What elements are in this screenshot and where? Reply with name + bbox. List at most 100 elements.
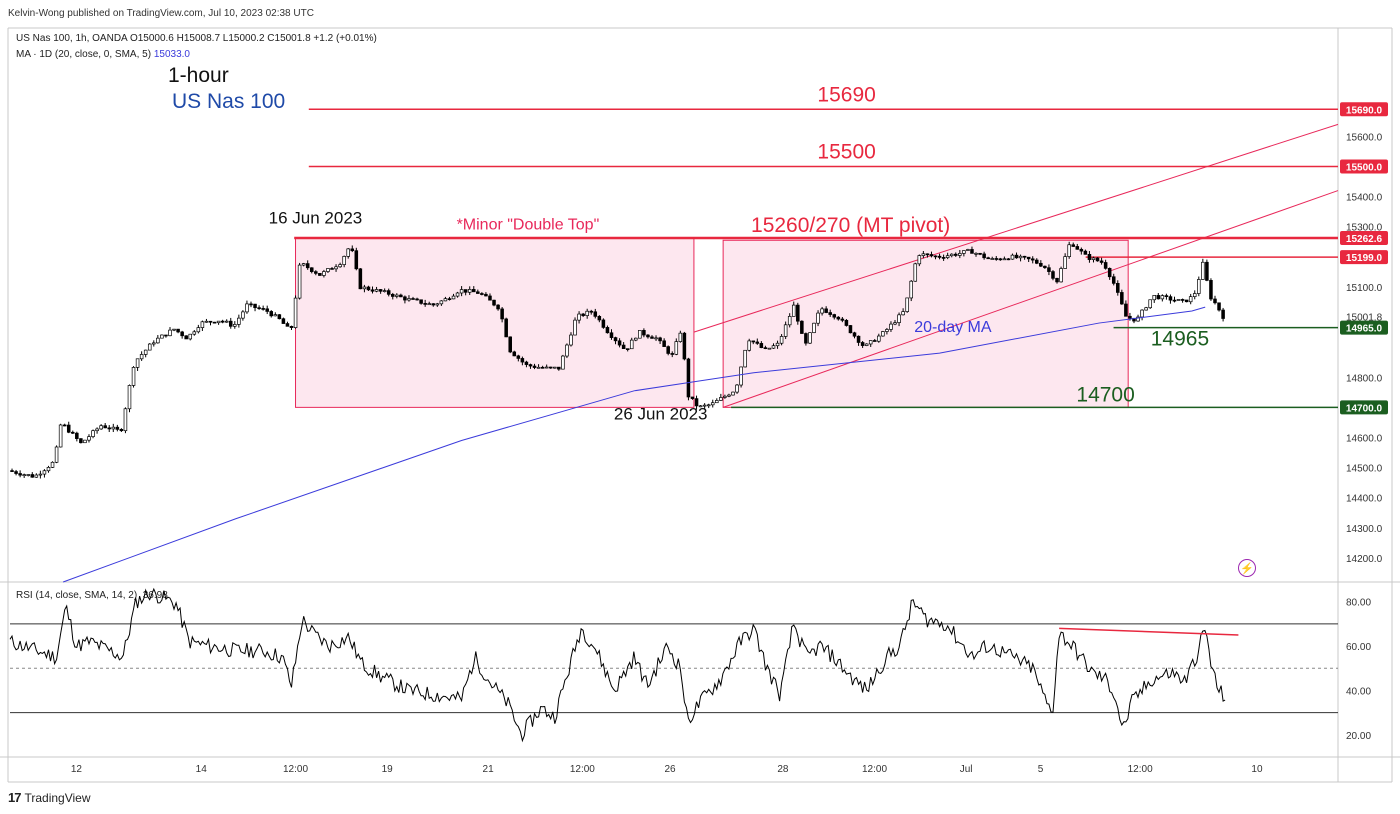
candle-body [836, 316, 841, 320]
candle-body [131, 367, 136, 386]
candle-body [532, 365, 537, 368]
candle-body [1120, 292, 1124, 305]
time-tick-label: 12:00 [570, 764, 595, 775]
candle-body [962, 250, 966, 254]
candle-body [447, 298, 452, 301]
candle-body [990, 258, 994, 260]
candle-body [192, 331, 197, 335]
candle-body [399, 294, 403, 298]
rsi-tick-label: 80.00 [1346, 598, 1371, 609]
candle-body [994, 258, 999, 260]
price-tag-4 [1340, 250, 1388, 265]
footer-brand[interactable]: 17 TradingView [8, 790, 91, 805]
candle-body [1091, 257, 1096, 260]
rsi-line [9, 587, 1226, 743]
candle-body [759, 343, 764, 349]
price-tag-7 [1340, 400, 1388, 415]
candle-body [338, 264, 342, 268]
candle-body [403, 296, 407, 301]
candle-body [597, 316, 602, 321]
candle-body [301, 263, 306, 266]
candle-body [305, 263, 310, 269]
candle-body [536, 366, 541, 369]
candle-body [314, 271, 318, 274]
candle-body [1136, 316, 1140, 322]
horizontal-levels: 15690 15500 15260/270 (MT pivot) 14965 14700 [294, 83, 1338, 409]
lightning-bolt-icon[interactable]: ⚡ [1238, 559, 1256, 577]
candle-body [212, 321, 217, 324]
candle-body [617, 340, 622, 346]
candle-body [488, 295, 492, 301]
candle-body [1095, 257, 1100, 262]
candle-body [710, 402, 715, 406]
candle-body [1124, 303, 1128, 317]
candle-body [832, 314, 837, 318]
candle-body [1164, 295, 1169, 297]
candle-body [1111, 276, 1116, 284]
candle-body [265, 308, 269, 312]
candle-body [196, 327, 201, 333]
candle-body [152, 342, 156, 345]
candle-body [374, 289, 379, 292]
candle-body [241, 311, 245, 319]
ma-legend-value: 15033.0 [153, 49, 190, 60]
candle-body [868, 340, 873, 345]
candle-body [872, 340, 877, 342]
time-tick-label: 10 [1251, 764, 1263, 775]
candle-body [172, 328, 176, 331]
candle-body [366, 286, 371, 291]
candle-body [974, 252, 978, 255]
price-tag-label-6: 14965.0 [1346, 324, 1383, 335]
candle-body [322, 271, 326, 276]
annotation-2: 26 Jun 2023 [614, 404, 708, 423]
candle-body [621, 344, 626, 350]
candle-body [646, 334, 650, 338]
candle-body [678, 332, 683, 342]
candle-body [34, 474, 39, 478]
candle-body [439, 300, 444, 305]
time-axis: 12 14 12:00 19 21 12:00 26 28 12:00 Jul 5 12:00 10 [71, 764, 1263, 775]
candle-body [1148, 299, 1152, 309]
candle-body [937, 255, 942, 258]
candle-body [751, 340, 756, 343]
candle-body [50, 461, 55, 468]
candle-body [658, 337, 662, 342]
candle-body [156, 337, 160, 344]
candle-body [1184, 299, 1189, 303]
candle-body [309, 267, 314, 272]
candle-body [378, 289, 383, 292]
candle-body [662, 340, 666, 347]
candle-body [484, 293, 488, 297]
price-tick-label: 15300.0 [1346, 223, 1383, 234]
candle-body [706, 404, 711, 407]
candle-body [1026, 256, 1031, 260]
candle-body [1221, 309, 1225, 319]
candle-body [139, 354, 144, 360]
candle-body [200, 321, 205, 328]
candle-body [245, 303, 249, 313]
candle-body [30, 474, 35, 478]
candle-body [318, 273, 322, 276]
price-tag-label-1: 15690.0 [1346, 105, 1383, 116]
candle-body [463, 289, 468, 293]
rsi-pane: 80.00 60.00 40.00 20.00 [9, 587, 1371, 743]
candle-body [431, 303, 436, 306]
candle-body [1099, 260, 1104, 263]
candle-body [443, 298, 448, 302]
candle-body [362, 286, 367, 290]
candle-body [1039, 262, 1043, 267]
candle-body [1205, 261, 1209, 281]
candle-body [224, 320, 229, 323]
candle-body [216, 320, 221, 324]
candle-body [573, 319, 577, 336]
candle-body [978, 252, 982, 255]
candle-body [1083, 250, 1088, 255]
candle-body [423, 303, 427, 305]
candle-body [1213, 298, 1217, 304]
candle-body [577, 313, 581, 321]
candle-body [747, 340, 751, 351]
candle-body [261, 308, 265, 310]
candle-body [674, 341, 679, 355]
candle-body [228, 320, 233, 327]
